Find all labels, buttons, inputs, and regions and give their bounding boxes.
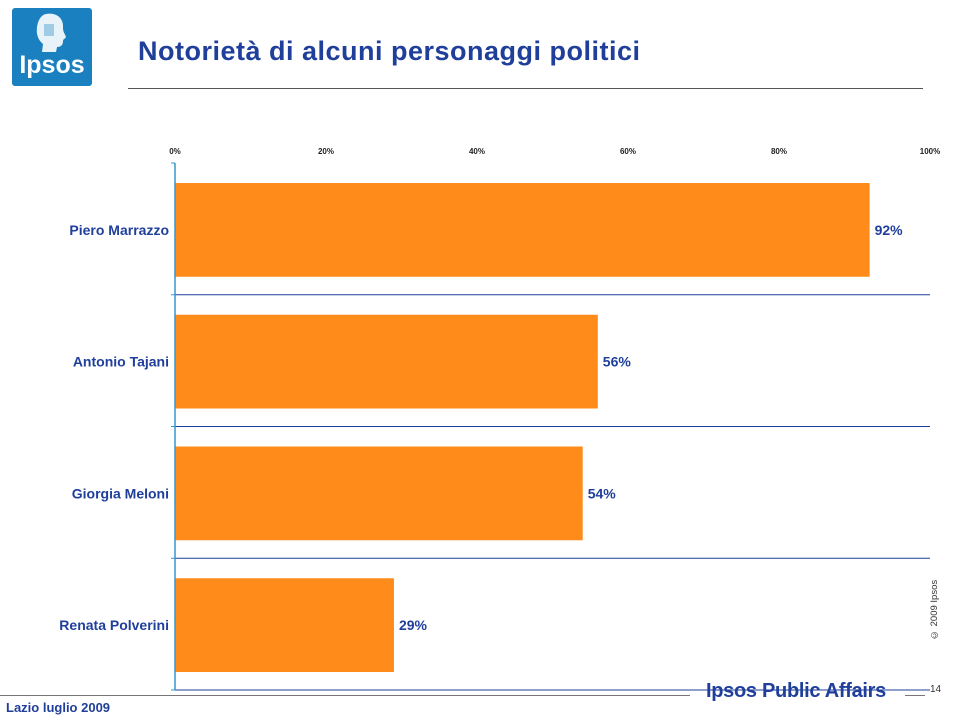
- bar: [175, 578, 394, 672]
- category-label: Antonio Tajani: [73, 354, 169, 370]
- x-tick-label: 60%: [620, 147, 636, 156]
- logo-head-icon: [36, 13, 66, 52]
- x-tick-label: 20%: [318, 147, 334, 156]
- category-label: Giorgia Meloni: [72, 485, 169, 501]
- x-tick-label: 80%: [771, 147, 787, 156]
- footer-divider-right: [905, 695, 925, 696]
- brand-name: Ipsos Public Affairs: [706, 680, 886, 702]
- data-label: 54%: [588, 485, 617, 501]
- title-divider: [128, 88, 923, 89]
- data-label: 56%: [603, 354, 632, 370]
- x-tick-label: 0%: [169, 147, 181, 156]
- page-title: Notorietà di alcuni personaggi politici: [138, 36, 641, 66]
- logo-text: Ipsos: [19, 51, 85, 79]
- category-label: Renata Polverini: [59, 617, 169, 633]
- x-tick-label: 100%: [920, 147, 940, 156]
- x-tick-label: 40%: [469, 147, 485, 156]
- copyright-notice: © 2009 Ipsos: [929, 579, 940, 640]
- bar: [175, 314, 598, 409]
- data-label: 92%: [875, 222, 904, 238]
- footer-divider: [0, 695, 690, 696]
- footer-date-label: Lazio luglio 2009: [6, 700, 111, 715]
- category-label: Piero Marrazzo: [69, 222, 169, 238]
- ipsos-logo: Ipsos: [12, 8, 92, 86]
- bar: [175, 446, 583, 541]
- bar: [175, 183, 870, 277]
- page-number: 14: [930, 684, 942, 695]
- data-label: 29%: [399, 617, 428, 633]
